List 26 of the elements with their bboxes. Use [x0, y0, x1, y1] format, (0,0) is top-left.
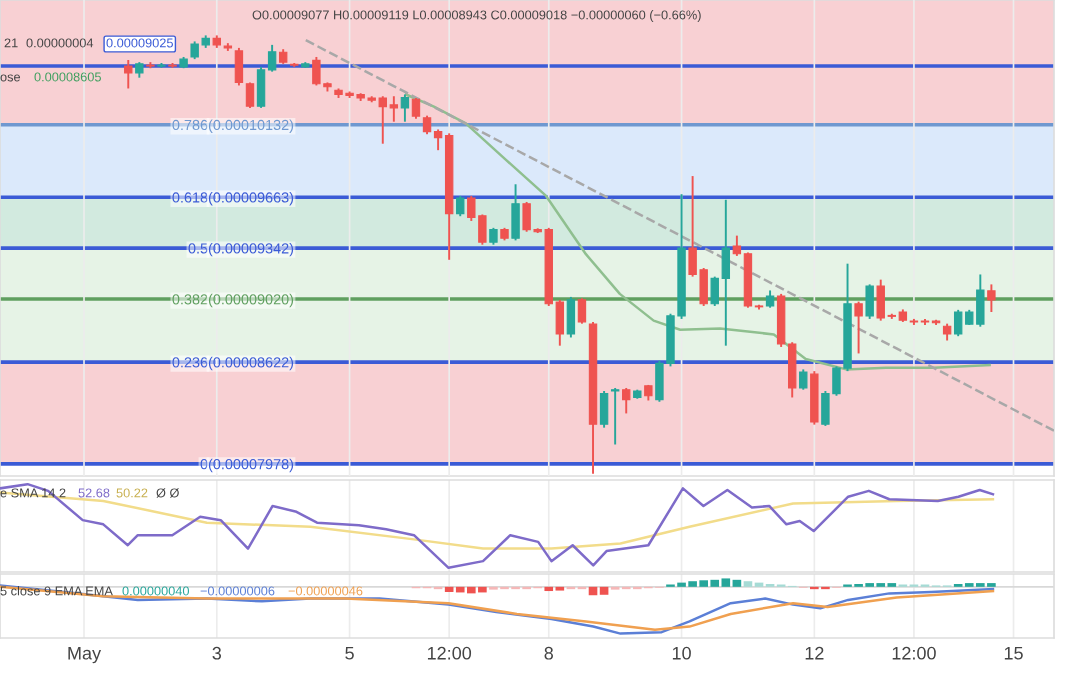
candlestick: [456, 194, 465, 218]
x-tick-label: 15: [1004, 647, 1023, 660]
candlestick: [234, 46, 244, 87]
candlestick: [987, 283, 996, 313]
candlestick: [511, 183, 520, 242]
x-tick-label: 10: [672, 646, 691, 660]
candlestick: [577, 297, 587, 325]
candlestick: [411, 96, 421, 120]
candlestick: [622, 386, 631, 415]
candlestick: [400, 93, 410, 123]
candlestick: [610, 386, 620, 446]
candlestick: [865, 283, 874, 320]
candlestick: [566, 295, 576, 339]
candlestick: [810, 370, 819, 426]
x-tick-label: May: [68, 647, 102, 664]
x-tick-label: 8: [544, 646, 553, 660]
candlestick: [854, 300, 863, 355]
x-tick-label: 5: [345, 647, 354, 660]
x-tick-label: 12: [805, 646, 824, 660]
candlestick: [599, 390, 609, 429]
candlestick: [799, 368, 808, 391]
x-tick-label: 3: [212, 646, 222, 660]
x-tick-label: 12:00: [892, 646, 936, 660]
candlestick: [124, 59, 133, 90]
x-tick-label: 12:00: [427, 646, 472, 660]
candlestick: [245, 81, 255, 109]
